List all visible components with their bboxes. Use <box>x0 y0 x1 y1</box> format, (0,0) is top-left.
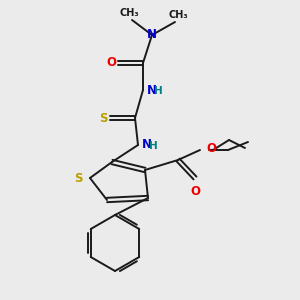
Text: O: O <box>206 142 216 154</box>
Text: CH₃: CH₃ <box>168 10 188 20</box>
Text: O: O <box>106 56 116 70</box>
Text: O: O <box>190 185 200 198</box>
Text: N: N <box>147 28 157 41</box>
Text: H: H <box>149 141 158 151</box>
Text: N: N <box>147 83 157 97</box>
Text: S: S <box>74 172 83 184</box>
Text: CH₃: CH₃ <box>119 8 139 18</box>
Text: H: H <box>154 86 163 96</box>
Text: N: N <box>142 139 152 152</box>
Text: S: S <box>99 112 107 124</box>
